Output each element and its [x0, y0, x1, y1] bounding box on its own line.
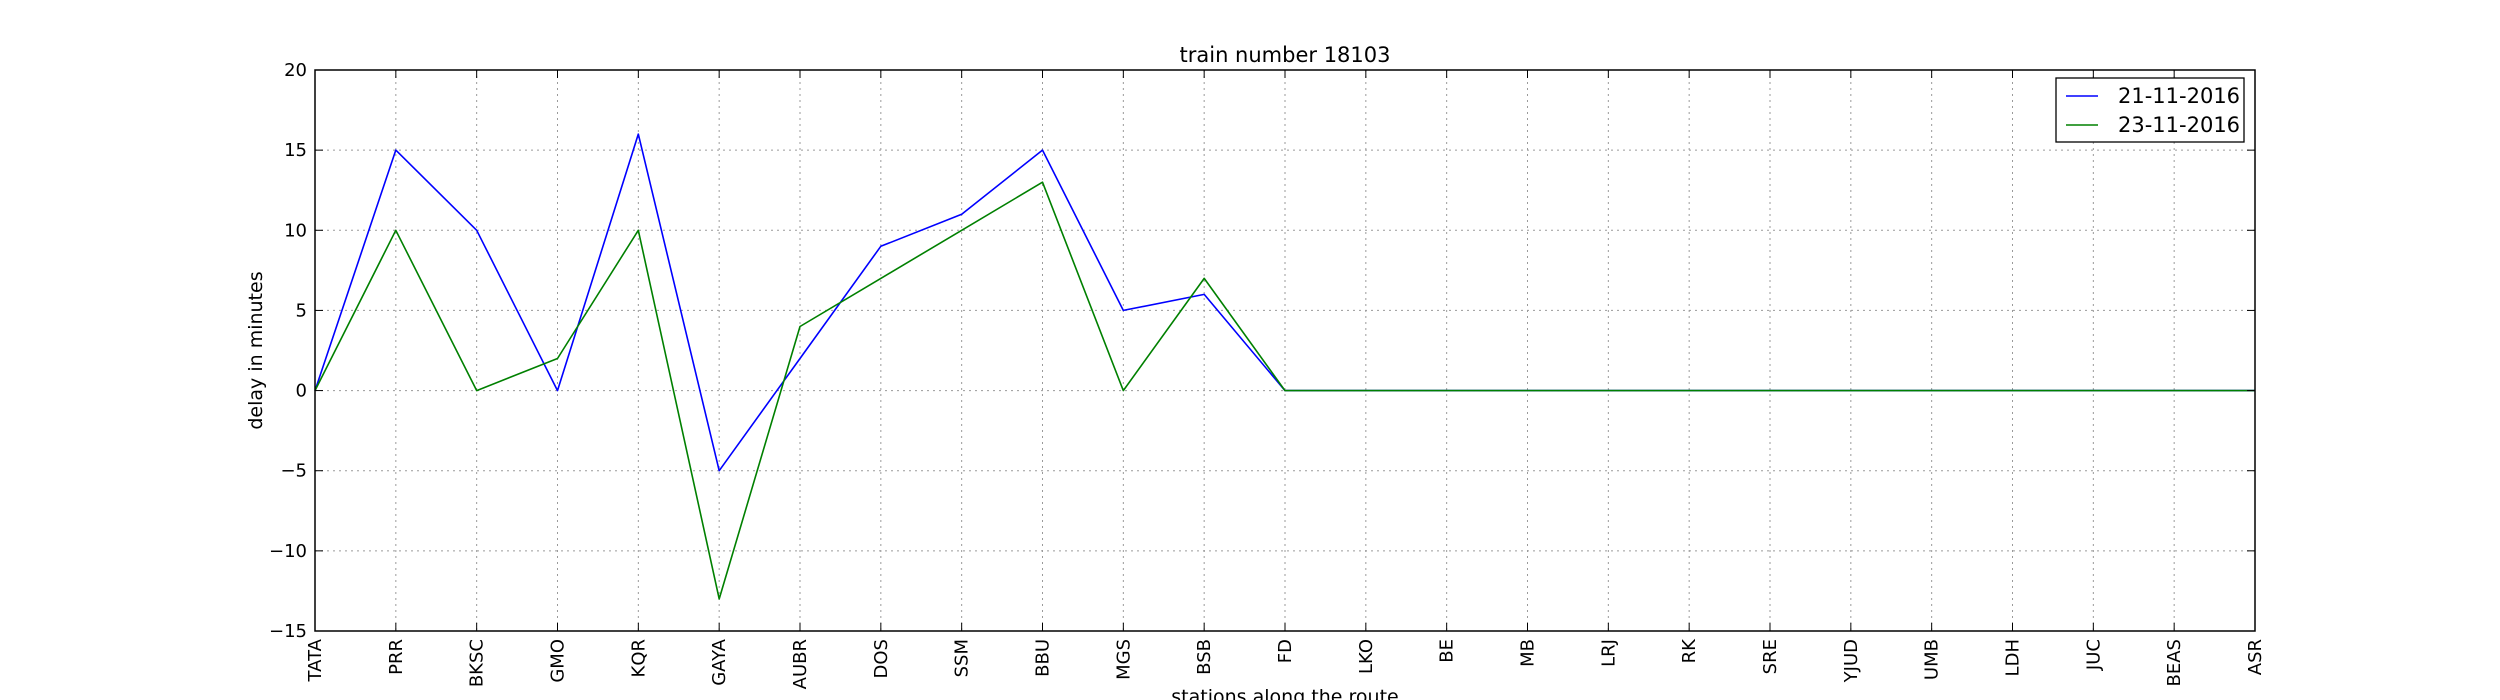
- y-tick-label: −15: [269, 621, 307, 642]
- y-tick-label: −5: [280, 461, 307, 482]
- x-tick-label: PRR: [386, 639, 407, 675]
- x-tick-label: KQR: [628, 639, 649, 677]
- x-tick-label: LKO: [1356, 639, 1377, 674]
- x-tick-label: SSM: [952, 639, 973, 677]
- legend-box: [2055, 77, 2245, 143]
- x-tick-label: LDH: [2003, 639, 2024, 676]
- x-tick-label: LRJ: [1598, 639, 1619, 667]
- grid: [315, 70, 2255, 631]
- y-tick-label: −10: [269, 541, 307, 562]
- x-tick-label: SRE: [1760, 639, 1781, 674]
- x-tick-label: RK: [1679, 638, 1700, 664]
- x-tick-label: DOS: [871, 639, 892, 678]
- y-tick-label: 20: [284, 60, 307, 81]
- y-axis-title: delay in minutes: [245, 271, 267, 429]
- x-tick-label: BKSC: [467, 639, 488, 687]
- y-axis-ticks: −15 −10 −5 0 5 10 15 20: [269, 60, 2255, 642]
- y-tick-label: 5: [296, 300, 307, 321]
- y-tick-label: 0: [296, 381, 307, 402]
- x-tick-label: GMO: [548, 639, 569, 683]
- x-axis-ticks: TATA PRR BKSC GMO KQR GAYA AUBR DOS SSM BBU MGS BSB…: [305, 70, 2266, 689]
- y-tick-label: 10: [284, 220, 307, 241]
- x-tick-label: FD: [1275, 639, 1296, 663]
- x-tick-label: ASR: [2245, 639, 2266, 675]
- x-tick-label: YJUD: [1841, 639, 1862, 683]
- x-tick-label: UMB: [1922, 639, 1943, 680]
- x-tick-label: BSB: [1194, 639, 1215, 675]
- legend-label: 23-11-2016: [2118, 113, 2240, 137]
- series-line: [314, 181, 2255, 600]
- series-lines: [314, 133, 2255, 600]
- legend-label: 21-11-2016: [2118, 84, 2240, 108]
- x-axis-title: stations along the route: [1171, 686, 1398, 700]
- y-tick-label: 15: [284, 140, 307, 161]
- x-tick-label: MGS: [1113, 639, 1134, 680]
- x-tick-label: BBU: [1033, 639, 1054, 677]
- x-tick-label: BEAS: [2164, 639, 2185, 686]
- legend: 21-11-2016 23-11-2016: [2055, 77, 2245, 143]
- x-tick-label: TATA: [305, 638, 326, 682]
- x-tick-label: GAYA: [709, 638, 730, 685]
- chart-title: train number 18103: [1180, 43, 1391, 67]
- x-tick-label: JUC: [2083, 639, 2104, 671]
- x-tick-label: BE: [1437, 639, 1458, 663]
- legend-entries: 21-11-2016 23-11-2016: [2066, 84, 2240, 137]
- x-tick-label: AUBR: [790, 639, 811, 689]
- x-tick-label: MB: [1518, 639, 1539, 667]
